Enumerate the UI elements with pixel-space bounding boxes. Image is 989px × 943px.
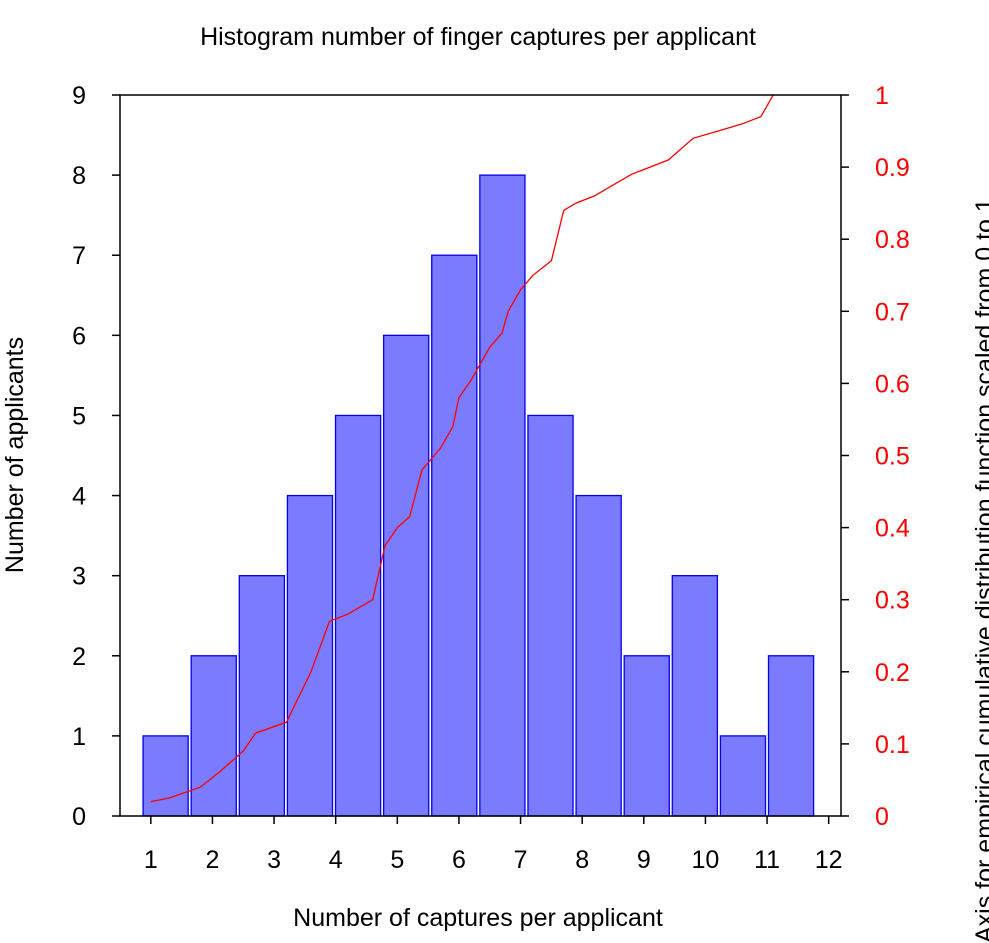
histogram-bar: [527, 414, 574, 817]
histogram-bar: [575, 494, 622, 817]
y-tick-label: 9: [72, 82, 86, 110]
y2-tick-label: 0.4: [875, 515, 910, 543]
histogram-bar: [767, 655, 815, 817]
chart-title: Histogram number of finger captures per …: [200, 23, 756, 51]
x-tick-label: 10: [692, 846, 720, 874]
x-tick-label: 7: [514, 846, 528, 874]
x-tick-label: 11: [754, 846, 780, 874]
x-tick-label: 8: [575, 846, 589, 874]
y-tick-label: 1: [72, 723, 86, 751]
x-axis-title: Number of captures per applicant: [293, 904, 663, 932]
y-tick-label: 8: [72, 162, 86, 190]
y-tick-label: 5: [72, 402, 86, 430]
y-tick-label: 2: [72, 643, 86, 671]
x-tick-label: 5: [390, 846, 404, 874]
bar-series: [142, 174, 815, 817]
histogram-bar: [238, 575, 286, 817]
x-tick-label: 6: [452, 846, 466, 874]
histogram-bar: [671, 575, 719, 817]
histogram-bar: [190, 655, 237, 817]
y2-tick-label: 0: [875, 803, 889, 831]
y2-tick-label: 1: [875, 82, 889, 110]
histogram-bar: [382, 334, 430, 817]
x-axis-ticks: 1 2 3 4 5 6 7 8 9 10 11 12: [144, 816, 843, 874]
y-tick-label: 6: [72, 322, 86, 350]
histogram-bar: [719, 735, 767, 817]
y2-tick-label: 0.6: [875, 370, 910, 398]
cdf-line: [150, 94, 774, 803]
y-tick-label: 0: [72, 803, 86, 831]
y2-axis-ticks: 0 0.1 0.2 0.3 0.4 0.5 0.6 0.7 0.8 0.9 1: [841, 82, 910, 831]
y2-tick-label: 0.5: [875, 443, 910, 471]
x-tick-label: 3: [267, 846, 281, 874]
x-tick-label: 12: [815, 846, 843, 874]
x-tick-label: 9: [637, 846, 651, 874]
histogram-bar: [479, 174, 526, 817]
y2-tick-label: 0.1: [875, 731, 910, 759]
y-tick-label: 7: [72, 242, 86, 270]
y-axis-ticks: 0 1 2 3 4 5 6 7 8 9: [72, 82, 120, 831]
y2-tick-label: 0.7: [875, 298, 910, 326]
y-axis-title: Number of applicants: [1, 337, 29, 573]
y2-axis-title: Axis for empirical cumulative distributi…: [971, 198, 989, 943]
y2-tick-label: 0.8: [875, 226, 910, 254]
y2-tick-label: 0.3: [875, 587, 910, 615]
x-tick-label: 2: [205, 846, 219, 874]
histogram-bar: [286, 494, 334, 817]
histogram-bar: [623, 655, 670, 817]
y2-tick-label: 0.2: [875, 659, 910, 687]
y-tick-label: 3: [72, 563, 86, 591]
x-tick-label: 1: [144, 846, 158, 874]
y2-tick-label: 0.9: [875, 154, 910, 182]
y-tick-label: 4: [72, 483, 86, 511]
x-tick-label: 4: [329, 846, 343, 874]
histogram-bar: [431, 254, 478, 817]
histogram-bar: [142, 735, 189, 817]
